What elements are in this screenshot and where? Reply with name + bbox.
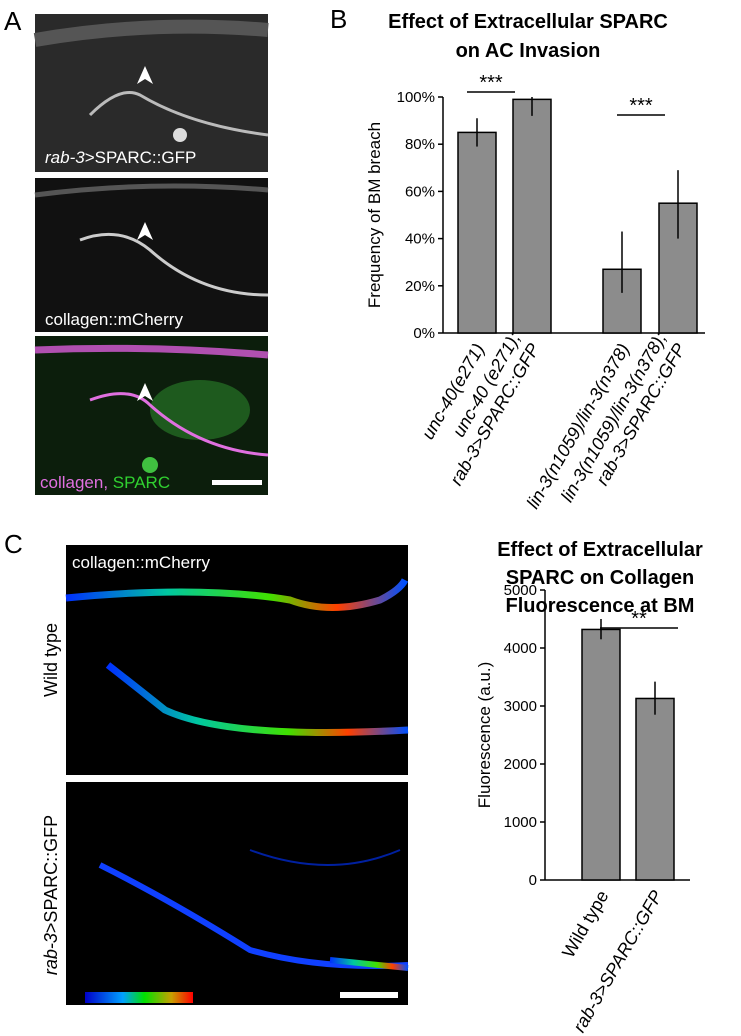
y-tick-label: 5000 [504,582,537,599]
significance-label: ** [631,608,647,630]
caption: collagen::mCherry [45,310,183,329]
caption: collagen, SPARC [40,473,170,492]
x-tick-label: Wild type [558,887,612,961]
chart-title: Effect of Extracellular [497,539,703,561]
y-tick-label: 0 [529,872,537,889]
bar [457,131,497,334]
caption: rab-3>SPARC::GFP [45,148,196,167]
y-tick-label: 2000 [504,756,537,773]
y-tick-label: 0% [413,325,435,342]
row-label: Wild type [41,623,61,697]
bar [581,628,621,881]
y-tick-label: 20% [405,278,435,295]
panel-label: B [330,4,347,34]
panel-label: A [4,6,22,36]
bar [635,697,675,881]
chart-title: SPARC on Collagen [506,567,695,589]
row-label-part: >SPARC::GFP [41,815,61,933]
chart-title: on AC Invasion [456,40,601,62]
panel-label: C [4,529,23,559]
y-axis-label: Frequency of BM breach [365,122,384,308]
significance-label: *** [629,95,653,117]
caption: collagen::mCherry [72,553,210,572]
y-tick-label: 80% [405,136,435,153]
caption-part: SPARC [113,473,170,492]
caption-part: >SPARC::GFP [85,148,197,167]
significance-label: *** [479,72,503,94]
y-tick-label: 1000 [504,814,537,831]
row-label: rab-3>SPARC::GFP [41,815,61,975]
y-tick-label: 4000 [504,640,537,657]
y-tick-label: 3000 [504,698,537,715]
micrograph-c: collagen::mCherry Wild type rab-3>SPARC:… [41,545,409,1005]
y-tick-label: 100% [397,89,435,106]
micrograph-a: rab-3>SPARC::GFP collagen::mCherry colla… [33,14,269,495]
y-axis-label: Fluorescence (a.u.) [475,662,494,808]
caption-part: rab-3 [45,148,85,167]
y-tick-label: 60% [405,183,435,200]
chart-title: Effect of Extracellular SPARC [388,11,668,33]
chart-title: Fluorescence at BM [506,595,695,617]
y-tick-label: 40% [405,231,435,248]
bar [512,98,552,334]
row-label-part: rab-3 [41,933,61,975]
caption-part: collagen, [40,473,108,492]
